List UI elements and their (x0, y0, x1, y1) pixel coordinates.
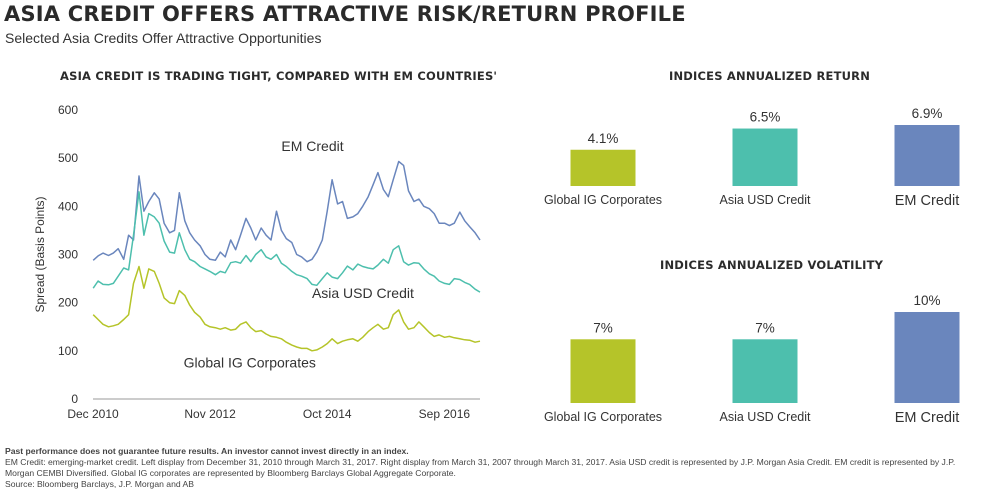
y-tick-label: 400 (58, 199, 78, 213)
y-tick-label: 200 (58, 296, 78, 310)
footnote-block: Past performance does not guarantee futu… (5, 446, 985, 490)
series-line-asia-usd-credit (92, 191, 481, 293)
spread-line-chart: 0 100 200 300 400 500 600 Dec 2010 Nov 2012 Oct 2… (33, 103, 481, 421)
volatility-value-label: 10% (913, 293, 940, 308)
x-tick-label: Oct 2014 (303, 407, 352, 421)
x-tick-label: Dec 2010 (67, 407, 119, 421)
y-axis-label: Spread (Basis Points) (33, 196, 47, 312)
return-bar (570, 149, 636, 186)
page-title: ASIA CREDIT OFFERS ATTRACTIVE RISK/RETUR… (4, 2, 686, 26)
x-tick-label: Nov 2012 (184, 407, 236, 421)
series-annotation: Asia USD Credit (312, 285, 414, 301)
series-line-em-credit (92, 160, 481, 263)
return-value-label: 4.1% (588, 131, 619, 146)
y-tick-label: 300 (58, 248, 78, 262)
return-value-label: 6.5% (750, 110, 781, 125)
volatility-value-label: 7% (755, 320, 775, 335)
series-annotation: Global IG Corporates (184, 355, 316, 371)
return-value-label: 6.9% (912, 106, 943, 121)
return-category-label: EM Credit (895, 193, 959, 209)
x-tick-label: Sep 2016 (419, 407, 471, 421)
volatility-bar (894, 312, 960, 403)
page-subtitle: Selected Asia Credits Offer Attractive O… (5, 30, 322, 46)
return-bar (894, 125, 960, 186)
volatility-bar (732, 339, 798, 403)
y-tick-label: 100 (58, 344, 78, 358)
return-bar (732, 128, 798, 186)
y-tick-label: 600 (58, 103, 78, 117)
volatility-value-label: 7% (593, 320, 613, 335)
volatility-bar-chart: 7% Global IG Corporates 7% Asia USD Credit 1… (544, 293, 960, 425)
return-chart-title: INDICES ANNUALIZED RETURN (669, 69, 871, 83)
return-category-label: Global IG Corporates (544, 193, 662, 207)
series-line-global-ig-corporates (92, 265, 481, 352)
return-category-label: Asia USD Credit (720, 193, 812, 207)
series-annotation: EM Credit (281, 138, 343, 154)
return-bar-chart: 4.1% Global IG Corporates 6.5% Asia USD Cre… (544, 106, 960, 209)
volatility-bar (570, 339, 636, 403)
volatility-category-label: Global IG Corporates (544, 410, 662, 424)
volatility-chart-title: INDICES ANNUALIZED VOLATILITY (660, 258, 884, 272)
y-tick-label: 500 (58, 151, 78, 165)
y-tick-label: 0 (71, 392, 78, 406)
disclaimer-text: Past performance does not guarantee futu… (5, 446, 409, 456)
source-text: Source: Bloomberg Barclays, J.P. Morgan … (5, 479, 195, 489)
methodology-text: EM Credit: emerging-market credit. Left … (5, 457, 956, 478)
volatility-category-label: EM Credit (895, 410, 959, 425)
volatility-category-label: Asia USD Credit (720, 410, 812, 424)
line-chart-title: ASIA CREDIT IS TRADING TIGHT, COMPARED W… (60, 69, 498, 83)
